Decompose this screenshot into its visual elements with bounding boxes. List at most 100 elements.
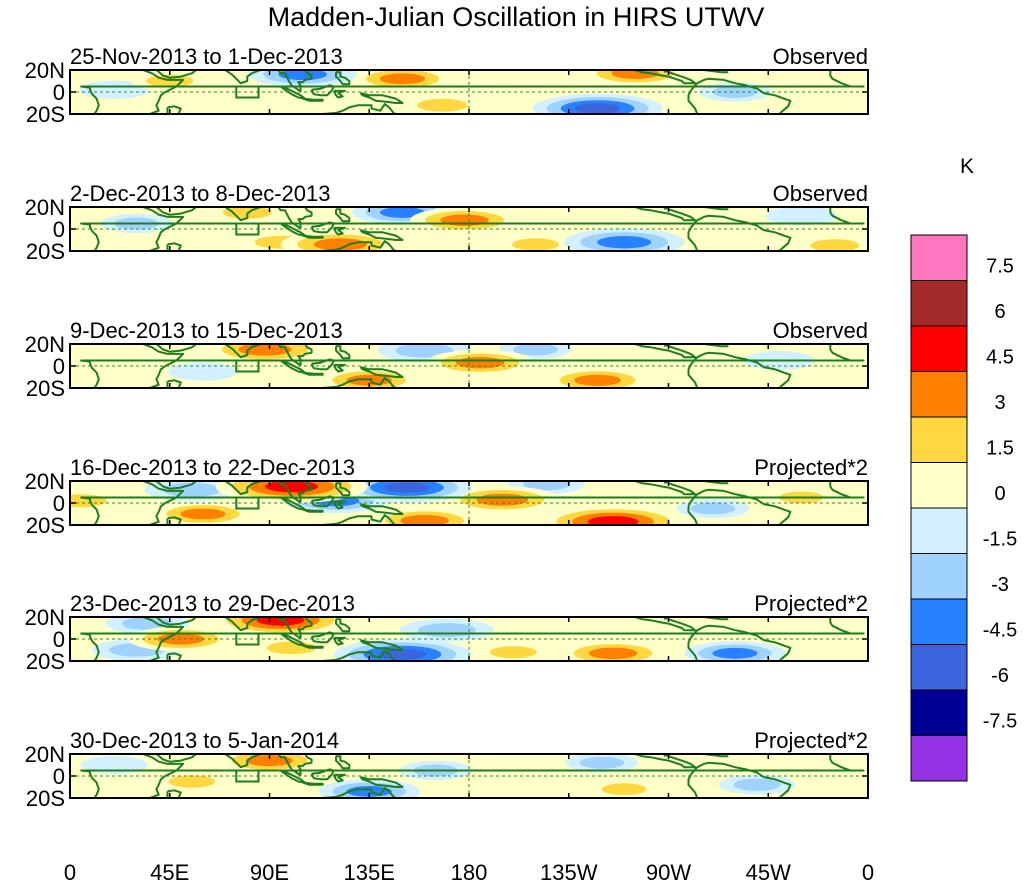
anomaly-contour [767, 96, 836, 114]
coastline [332, 636, 346, 646]
coastline [687, 761, 792, 798]
y-tick-label: 20N [25, 58, 65, 83]
coastline [687, 488, 792, 525]
anomaly-contour [265, 481, 319, 493]
coastline [332, 363, 346, 373]
colorbar-level-label: 3 [994, 392, 1005, 414]
colorbar-level-label: 1.5 [986, 438, 1014, 460]
coastline [634, 481, 697, 496]
mjo-box [235, 769, 260, 783]
y-tick-label: 0 [53, 354, 65, 379]
coastline [91, 481, 858, 525]
coastline [80, 344, 865, 388]
anomaly-contour [476, 493, 529, 506]
coastline [335, 755, 351, 770]
coastline [91, 617, 858, 661]
anomaly-contour [417, 623, 476, 638]
y-tick-label: 20S [26, 102, 65, 127]
panel-label: Observed [773, 44, 868, 69]
x-tick-label: 180 [451, 860, 488, 885]
coastline [332, 226, 346, 236]
panel-label: Projected*2 [754, 728, 868, 753]
y-tick-label: 20N [25, 605, 65, 630]
colorbar-swatch [910, 689, 968, 736]
coastline [335, 71, 351, 86]
coastline [335, 208, 351, 223]
colorbar-swatch [910, 416, 968, 463]
coastline [634, 207, 697, 222]
colorbar-level-label: -6 [991, 665, 1009, 687]
coastline [634, 617, 697, 632]
anomaly-contour [712, 86, 758, 98]
coastline [310, 84, 335, 97]
coastline [332, 500, 346, 510]
coastline [359, 92, 404, 104]
coastline [91, 344, 858, 388]
colorbar-level-label: 4.5 [986, 347, 1014, 369]
coastline [80, 617, 865, 661]
coastline [302, 97, 324, 102]
colorbar-swatch [910, 280, 968, 327]
coastline [80, 481, 865, 525]
anomaly-contour [400, 514, 449, 525]
colorbar-level-label: -7.5 [983, 711, 1017, 733]
y-tick-label: 20S [26, 786, 65, 811]
anomaly-contour [657, 359, 724, 378]
coastline [147, 344, 197, 353]
coastline [277, 754, 313, 776]
coastline [335, 345, 351, 360]
y-tick-label: 0 [53, 80, 65, 105]
colorbar-swatch [910, 644, 968, 691]
x-tick-label: 90W [646, 860, 691, 885]
colorbar-unit: K [960, 155, 974, 178]
anomaly-contour [379, 207, 426, 218]
coastline [166, 516, 182, 525]
x-tick-label: 0 [64, 860, 76, 885]
anomaly-contour [744, 617, 814, 635]
coastline [335, 482, 351, 497]
coastline [166, 789, 182, 798]
coastline [310, 495, 335, 508]
x-tick-label: 45W [746, 860, 791, 885]
x-tick-label: 135E [344, 860, 395, 885]
coastline [322, 514, 397, 525]
anomaly-contour [168, 775, 216, 788]
anomaly-contour [587, 516, 639, 525]
coastline [634, 70, 697, 85]
coastline [359, 639, 404, 651]
coastline [302, 644, 324, 649]
coastline [634, 344, 697, 359]
anomaly-contour [733, 778, 781, 791]
anomaly-contour [574, 374, 621, 386]
panel-date-range: 16-Dec-2013 to 22-Dec-2013 [70, 455, 355, 480]
anomaly-contour [588, 647, 638, 659]
coastline [322, 240, 397, 251]
panel-date-range: 9-Dec-2013 to 15-Dec-2013 [70, 318, 343, 343]
coastline [277, 207, 313, 229]
coastline [147, 207, 197, 216]
colorbar-swatch [910, 598, 968, 645]
colorbar-swatch [910, 462, 968, 509]
coastline [310, 768, 335, 781]
anomaly-contour [168, 362, 238, 381]
anomaly-contour [766, 207, 837, 226]
coastline [147, 70, 197, 79]
panel-label: Projected*2 [754, 455, 868, 480]
coastline [147, 481, 197, 490]
coastline [80, 70, 865, 114]
coastline [277, 70, 313, 92]
anomaly-contour [162, 482, 221, 497]
coastline [687, 624, 792, 661]
coastline [91, 207, 858, 251]
colorbar-level-label: -3 [991, 574, 1009, 596]
coastline [687, 351, 792, 388]
anomaly-contour [690, 502, 736, 515]
plot-area [70, 207, 868, 251]
coastline [220, 207, 261, 222]
plot-area [70, 617, 868, 661]
coastline [359, 229, 404, 241]
coastline [80, 207, 865, 251]
